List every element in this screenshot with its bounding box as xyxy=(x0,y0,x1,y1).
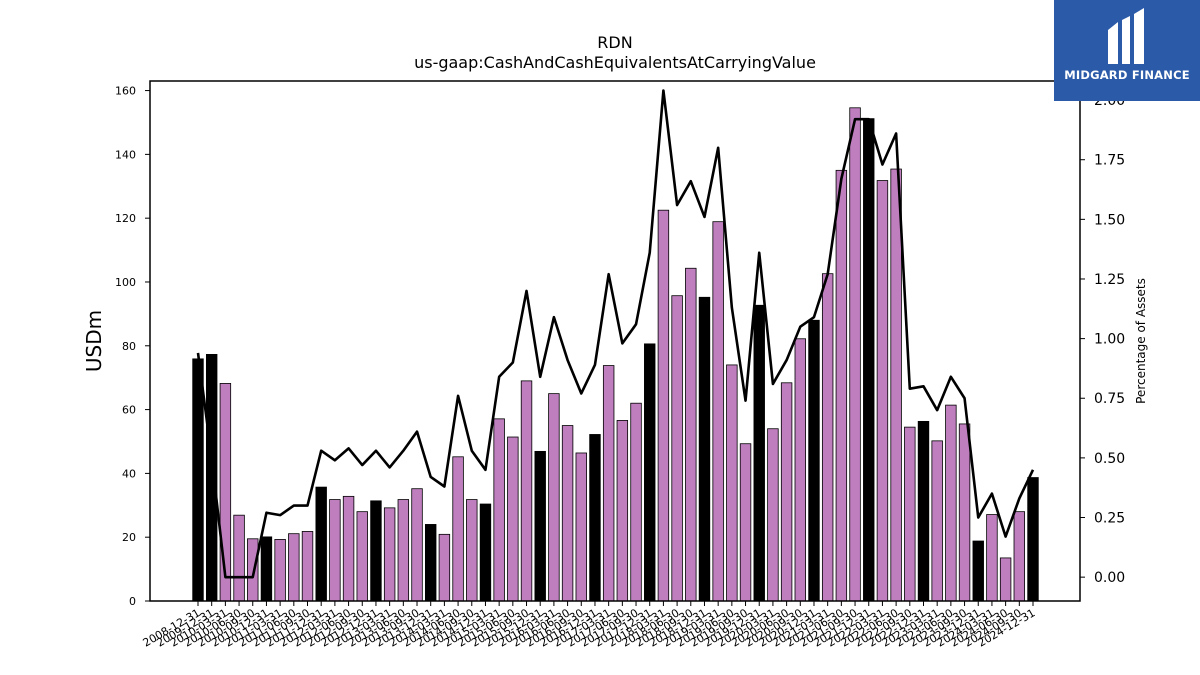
bar-2023-12-31 xyxy=(972,540,984,602)
y2-tick-label: 0.75 xyxy=(1094,391,1125,407)
bar-2022-06-30 xyxy=(890,168,902,602)
bar-2024-12-31 xyxy=(1027,477,1039,602)
bar-2017-12-31 xyxy=(644,343,656,602)
bar-2016-03-31 xyxy=(548,393,560,602)
bar-2013-12-31 xyxy=(424,524,437,602)
bar-2013-06-30 xyxy=(397,499,410,602)
bar-2014-12-31 xyxy=(479,503,492,602)
bar-2020-03-31 xyxy=(767,428,779,602)
bar-2008-12-31 xyxy=(192,358,204,602)
y2-tick-label: 1.75 xyxy=(1094,153,1125,169)
y-tick-label: 80 xyxy=(122,340,136,353)
y-axis-label: USDm xyxy=(82,310,106,372)
bar-2017-03-31 xyxy=(602,365,615,602)
bar-2023-06-30 xyxy=(945,404,957,602)
bar-2013-03-31 xyxy=(383,507,396,602)
bar-2021-06-30 xyxy=(835,169,848,602)
y-tick-label: 20 xyxy=(122,531,136,544)
y-tick-label: 140 xyxy=(115,148,136,161)
bar-2017-09-30 xyxy=(630,402,642,602)
bar-2018-03-31 xyxy=(657,209,670,602)
bar-2010-06-30 xyxy=(233,514,245,602)
bar-2014-06-30 xyxy=(452,456,464,602)
chart-subtitle: us-gaap:CashAndCashEquivalentsAtCarrying… xyxy=(414,53,816,72)
y2-tick-label: 1.50 xyxy=(1094,212,1125,228)
bar-2012-09-30 xyxy=(356,511,368,602)
bar-2014-09-30 xyxy=(466,499,478,602)
y2-tick-label: 0.00 xyxy=(1094,570,1125,586)
bar-2019-12-31 xyxy=(753,304,765,602)
bar-2024-03-31 xyxy=(986,514,998,602)
bar-series xyxy=(192,107,1039,602)
bar-2019-09-30 xyxy=(739,443,752,602)
y2-tick-label: 0.50 xyxy=(1094,451,1125,467)
bar-2012-03-31 xyxy=(329,499,341,602)
bar-2014-03-31 xyxy=(438,533,451,602)
bar-2012-06-30 xyxy=(342,495,355,602)
bar-2016-09-30 xyxy=(575,452,587,602)
bar-2024-06-30 xyxy=(999,557,1012,602)
line-series xyxy=(196,89,1035,579)
bar-2022-09-30 xyxy=(904,426,916,602)
y2-tick-label: 0.25 xyxy=(1094,511,1125,527)
bar-2010-09-30 xyxy=(247,538,259,602)
bar-2015-06-30 xyxy=(507,436,519,602)
bar-2024-09-30 xyxy=(1013,511,1026,602)
bar-2020-12-31 xyxy=(808,319,820,602)
bar-2011-09-30 xyxy=(301,531,314,602)
bar-2011-06-30 xyxy=(288,533,300,602)
y2-axis-label: Percentage of Assets xyxy=(1134,278,1148,404)
bar-2022-12-31 xyxy=(917,420,930,602)
bar-2011-03-31 xyxy=(274,539,286,602)
bar-2019-03-31 xyxy=(712,221,724,602)
bar-2017-06-30 xyxy=(616,420,629,602)
chart-title: RDN xyxy=(597,33,632,52)
bar-2015-09-30 xyxy=(520,380,533,602)
bar-2021-09-30 xyxy=(849,107,861,602)
brand-logo: MIDGARD FINANCE xyxy=(1054,0,1200,101)
bar-2018-06-30 xyxy=(671,295,683,602)
y-tick-label: 120 xyxy=(115,212,136,225)
bar-2021-03-31 xyxy=(821,273,834,602)
bar-2009-12-31 xyxy=(205,353,218,602)
y-tick-label: 40 xyxy=(122,467,136,480)
bar-2021-12-31 xyxy=(863,118,875,602)
bar-2010-12-31 xyxy=(260,536,273,602)
brand-name: MIDGARD FINANCE xyxy=(1064,68,1190,82)
bar-2020-06-30 xyxy=(780,382,793,602)
bar-2012-12-31 xyxy=(370,500,382,602)
bar-2016-12-31 xyxy=(589,434,601,602)
y2-tick-label: 1.00 xyxy=(1094,332,1125,348)
bar-2015-03-31 xyxy=(493,418,505,602)
y-tick-label: 60 xyxy=(122,404,136,417)
bar-2023-09-30 xyxy=(958,423,971,602)
bar-2019-06-30 xyxy=(726,364,738,602)
bar-2018-09-30 xyxy=(685,267,697,602)
bar-2022-03-31 xyxy=(876,180,889,602)
brand-mark-icon xyxy=(1108,8,1144,64)
y-tick-label: 100 xyxy=(115,276,136,289)
y-tick-label: 160 xyxy=(115,85,136,98)
y2-tick-label: 1.25 xyxy=(1094,272,1125,288)
bar-2020-09-30 xyxy=(794,338,807,602)
bar-2016-06-30 xyxy=(561,425,574,602)
percentage-line xyxy=(196,89,1035,579)
bar-2018-12-31 xyxy=(698,296,711,602)
plot-frame xyxy=(149,80,1081,602)
bar-2013-09-30 xyxy=(411,488,423,602)
bar-2015-12-31 xyxy=(534,450,546,602)
bar-2011-12-31 xyxy=(315,486,327,602)
y-tick-label: 0 xyxy=(129,595,136,608)
axes: 0 20 40 60 80 100 120 140 160 0.00 0.25 0.50 0.75 1.0… xyxy=(115,85,1125,650)
bar-2023-03-31 xyxy=(931,440,943,602)
